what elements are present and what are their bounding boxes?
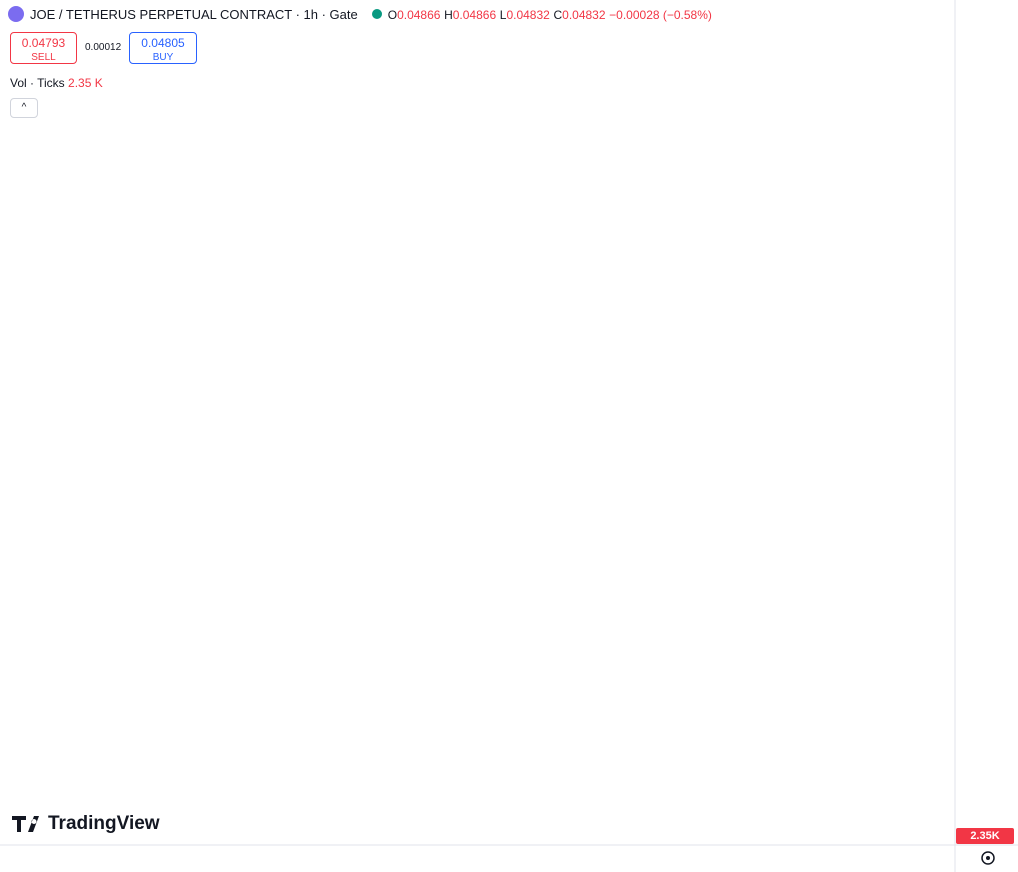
sell-button[interactable]: 0.04793 SELL [10,32,77,64]
volume-indicator-label: Vol · Ticks [10,76,65,90]
ohlc-value: 0.04866 [397,7,441,22]
volume-label-bg [956,828,1014,844]
ohlc-key: L [499,7,507,22]
sell-label[interactable]: SELL [31,52,56,63]
collapse-button[interactable]: ^ [10,98,38,118]
settings-icon[interactable] [981,851,995,865]
logo-text: TradingView [48,813,160,834]
change: −0.00028 (−0.58%) [609,7,712,22]
spread: 0.00012 [85,42,122,53]
legend-header: JOE / TETHERUS PERPETUAL CONTRACT · 1h ·… [8,6,712,22]
settings-dot[interactable] [986,856,990,860]
ohlc-key: C [553,7,563,22]
volume-label: 2.35K [970,830,999,842]
ohlc-values: O0.04866 H0.04866 L0.04832 C0.04832 −0.0… [388,7,712,22]
buy-button[interactable]: 0.04805 BUY [129,32,197,64]
ohlc-value: 0.04832 [562,7,606,22]
ohlc-key: H [444,7,453,22]
settings-ring[interactable] [981,851,995,865]
volume-indicator-value: 2.35 K [68,76,103,90]
logo: TradingView [12,813,160,834]
buy-price[interactable]: 0.04805 [141,36,185,50]
logo-icon [12,816,39,832]
status-dot [371,9,382,19]
buy-label[interactable]: BUY [152,52,174,63]
symbol-icon [8,6,24,22]
symbol-title: JOE / TETHERUS PERPETUAL CONTRACT · 1h ·… [30,6,358,22]
ohlc-value: 0.04866 [452,7,497,22]
ohlc-value: 0.04832 [506,7,550,22]
sell-price[interactable]: 0.04793 [21,36,66,50]
ohlc-key: O [387,7,398,22]
volume-indicator: Vol · Ticks 2.35 K [10,76,103,90]
